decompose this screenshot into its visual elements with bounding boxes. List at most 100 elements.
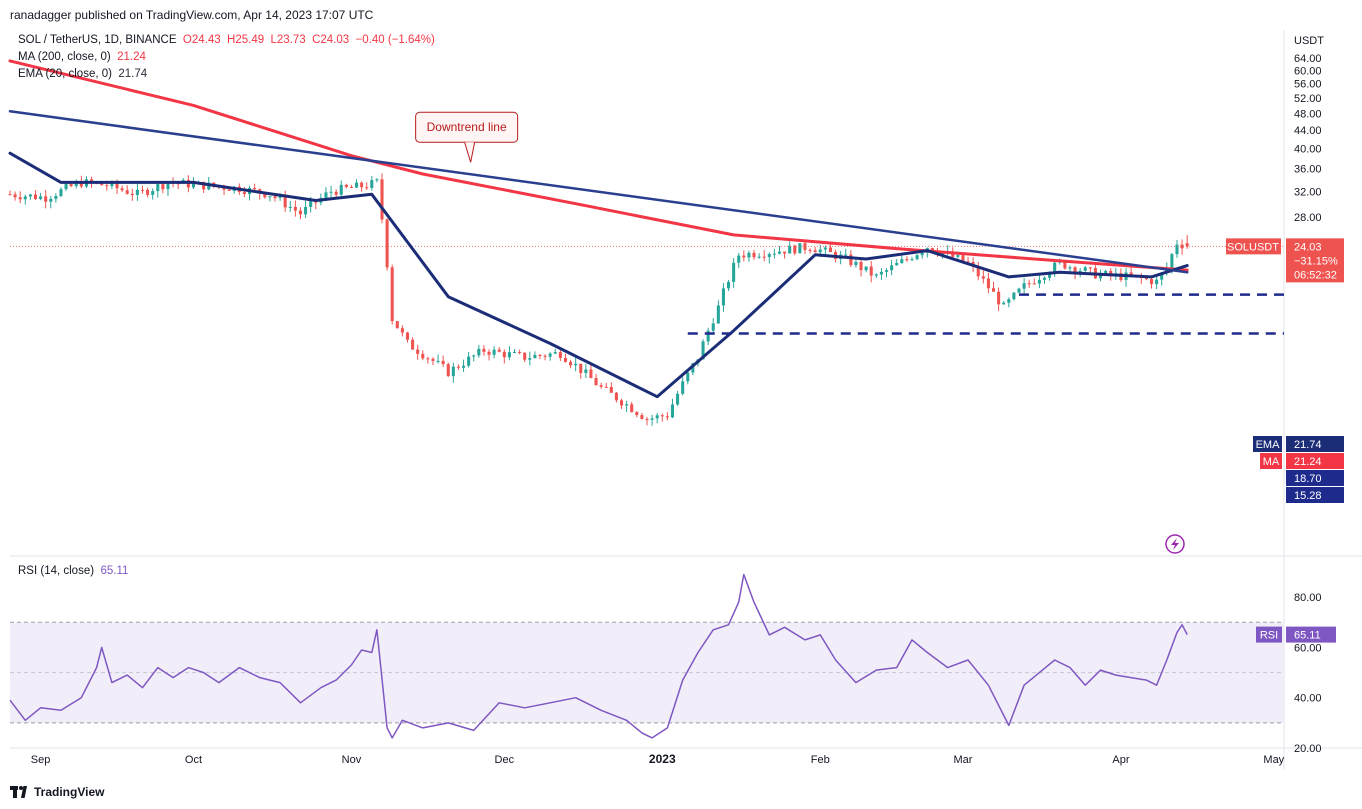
candle-body	[125, 190, 129, 194]
candle-body	[1109, 270, 1113, 276]
candle	[130, 188, 134, 201]
candle-body	[910, 259, 914, 261]
candle	[986, 272, 990, 294]
candle	[329, 185, 333, 198]
candle-body	[426, 358, 430, 360]
candle	[640, 412, 644, 420]
candle	[757, 253, 761, 259]
price-axis[interactable]: USDT64.0060.0056.0052.0048.0044.0040.003…	[1294, 35, 1324, 755]
candle-body	[879, 271, 883, 275]
candle	[609, 382, 613, 393]
candle-body	[446, 364, 450, 377]
candle-body	[981, 276, 985, 279]
candle	[574, 357, 578, 372]
candle-body	[1068, 267, 1072, 269]
candle-body	[507, 352, 511, 358]
candle	[1155, 274, 1159, 290]
candle	[247, 185, 252, 201]
candle	[874, 273, 878, 278]
candle-body	[788, 245, 792, 254]
candle-body	[1002, 302, 1006, 305]
candle	[1002, 300, 1006, 305]
candle-body	[54, 195, 58, 199]
price-tag-value: 21.24	[1294, 456, 1322, 468]
candle-body	[477, 348, 481, 356]
rsi-legend: RSI (14, close) 65.11	[18, 565, 128, 577]
candle	[395, 320, 399, 329]
candle	[441, 355, 445, 367]
price-tag-value-bg	[1286, 487, 1344, 503]
candle-body	[492, 349, 496, 355]
candle-body	[854, 261, 858, 266]
candle-body	[691, 363, 695, 373]
candle-body	[864, 266, 868, 271]
candle	[783, 251, 787, 259]
candle	[268, 195, 272, 202]
candle-body	[370, 180, 374, 188]
last-price-name: SOLUSDT	[1227, 241, 1279, 253]
candle	[462, 359, 466, 372]
candle-body	[676, 393, 680, 405]
candle	[518, 349, 522, 355]
candle	[400, 325, 404, 337]
price-chart[interactable]: Downtrend line USDT64.0060.0056.0052.004…	[0, 30, 1362, 782]
time-tick-label: Dec	[495, 754, 515, 766]
rsi-tick-label: 40.00	[1294, 693, 1322, 705]
candle	[869, 260, 873, 283]
candle	[1032, 278, 1036, 285]
candle-body	[793, 245, 797, 254]
candle	[553, 348, 557, 355]
candle-body	[23, 196, 27, 200]
candle-body	[609, 387, 613, 393]
candle	[365, 182, 369, 190]
candle-body	[309, 201, 313, 207]
candle-body	[762, 256, 766, 258]
rsi-band	[10, 621, 1284, 724]
candle-body	[711, 323, 715, 331]
tradingview-footer[interactable]: TradingView	[10, 782, 104, 802]
candle-body	[563, 357, 567, 362]
price-tick-label: 36.00	[1294, 164, 1322, 176]
candle-body	[737, 255, 741, 263]
downtrend-callout: Downtrend line	[415, 111, 519, 163]
candle-body	[44, 196, 48, 202]
price-tick-label: 60.00	[1294, 65, 1322, 77]
candle-body	[777, 251, 782, 254]
price-tag-name-bg	[1253, 436, 1282, 452]
candle-body	[553, 352, 557, 354]
candle-body	[589, 369, 593, 379]
candle	[1037, 274, 1041, 289]
candle	[507, 346, 511, 361]
candle	[915, 254, 919, 261]
last-price-value-bg	[1286, 238, 1344, 283]
candle-body	[1073, 267, 1077, 273]
low-value: L23.73	[270, 34, 306, 46]
candle	[716, 300, 720, 324]
candle-body	[151, 191, 155, 195]
axis-unit-label: USDT	[1294, 35, 1324, 47]
candle-body	[767, 254, 771, 258]
candle	[1017, 287, 1021, 294]
candle-body	[298, 210, 303, 215]
candle	[390, 264, 394, 325]
candle	[28, 194, 32, 200]
candle-body	[915, 255, 919, 260]
lightning-icon-bolt	[1171, 538, 1179, 550]
candle-body	[13, 194, 17, 198]
tradingview-brand: TradingView	[34, 785, 105, 799]
rsi-tick-label: 60.00	[1294, 642, 1322, 654]
callout-text: Downtrend line	[427, 120, 507, 134]
candle	[614, 391, 618, 403]
candle-body	[548, 353, 552, 357]
candle	[304, 200, 308, 219]
time-axis[interactable]: Sep Oct Nov Dec 2023 Feb Mar Apr May	[31, 752, 1285, 766]
candle	[767, 252, 771, 264]
candle	[23, 194, 27, 205]
rsi-tag-name: RSI	[1260, 630, 1278, 642]
published-text: ranadagger published on TradingView.com,…	[10, 8, 374, 22]
candle	[721, 283, 725, 312]
candle	[375, 178, 379, 183]
ema-label: EMA (20, close, 0)	[18, 68, 112, 80]
candle	[405, 331, 410, 343]
candle-body	[8, 194, 12, 196]
